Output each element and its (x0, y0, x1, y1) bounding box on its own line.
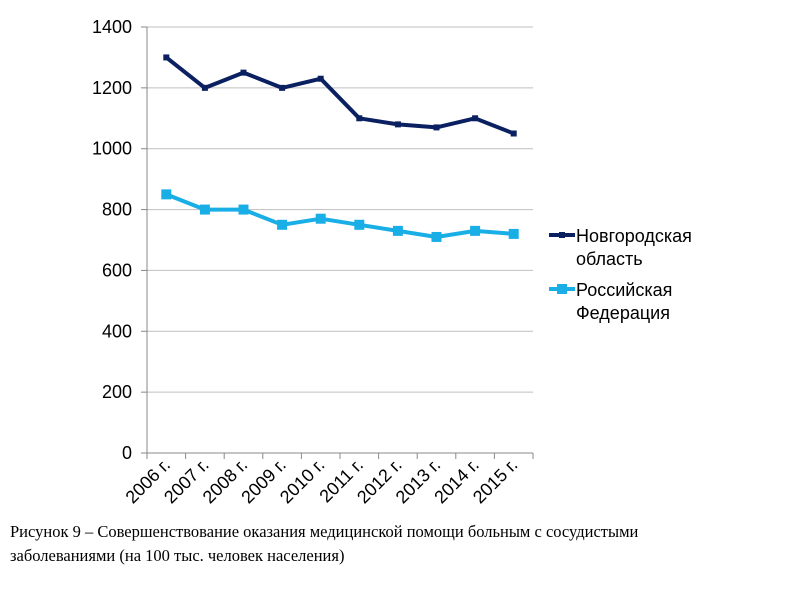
data-point (277, 219, 288, 230)
data-point (472, 115, 479, 122)
x-tick-labels: 2006 г.2007 г.2008 г.2009 г.2010 г.2011 … (122, 455, 522, 508)
legend-label: Новгородская (576, 226, 692, 246)
legend-label: Российская (576, 280, 672, 300)
legend-label: Федерация (576, 303, 670, 323)
data-point (433, 124, 440, 131)
figure-caption: Рисунок 9 – Совершенствование оказания м… (10, 520, 790, 568)
data-point (510, 130, 517, 137)
series-lines (161, 54, 519, 242)
caption-line-1: Рисунок 9 – Совершенствование оказания м… (10, 522, 639, 541)
series-line (165, 55, 515, 136)
x-tick-label: 2015 г. (469, 455, 522, 508)
y-tick-label: 400 (102, 321, 132, 341)
series-line (165, 192, 514, 239)
data-point (508, 228, 519, 239)
legend-label: область (576, 249, 643, 269)
y-tick-label: 1200 (92, 78, 132, 98)
y-tick-label: 0 (122, 443, 132, 463)
line-chart: 0 200 400 600 800 1000 1200 1400 2006 г.2007 г.… (92, 17, 692, 508)
data-point (470, 225, 481, 236)
legend: Новгородская область Российская Федерация (549, 226, 692, 323)
data-point (279, 84, 286, 91)
data-point (161, 189, 172, 200)
y-tick-label: 1400 (92, 17, 132, 37)
y-tick-label: 1000 (92, 139, 132, 159)
data-point (201, 84, 208, 91)
y-tick-label: 800 (102, 200, 132, 220)
y-tick-labels: 0 200 400 600 800 1000 1200 1400 (92, 17, 132, 463)
legend-marker (559, 232, 565, 238)
legend-marker (557, 284, 567, 294)
data-point (431, 231, 442, 242)
data-point (199, 204, 210, 215)
data-point (392, 225, 403, 236)
caption-line-2: заболеваниями (на 100 тыс. человек насел… (10, 546, 345, 565)
data-point (238, 204, 249, 215)
y-tick-label: 200 (102, 382, 132, 402)
data-point (163, 54, 170, 61)
data-point (356, 115, 363, 122)
data-point (394, 121, 401, 128)
axes (141, 26, 534, 459)
data-point (240, 69, 247, 76)
data-point (317, 75, 324, 82)
data-point (354, 219, 365, 230)
x-tick-label: 2010 г. (276, 455, 329, 508)
y-tick-label: 600 (102, 260, 132, 280)
data-point (315, 213, 326, 224)
